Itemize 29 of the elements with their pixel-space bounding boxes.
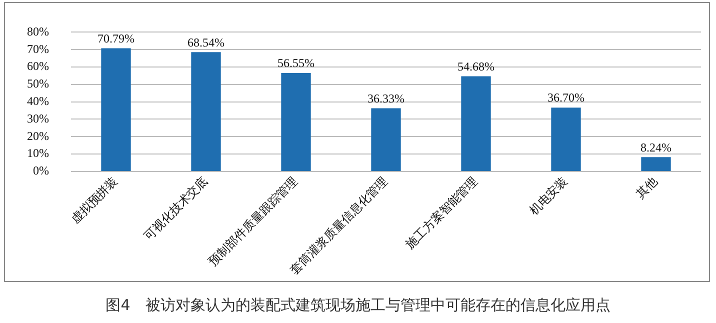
bar	[461, 76, 491, 171]
y-tick-label: 60%	[26, 59, 49, 74]
y-tick-label: 20%	[26, 128, 49, 143]
data-label: 36.70%	[548, 90, 584, 105]
y-tick-label: 40%	[26, 94, 49, 108]
x-tick-label: 可视化技术交底	[141, 174, 210, 244]
data-label: 70.79%	[97, 31, 134, 46]
y-tick-label: 10%	[26, 146, 49, 160]
x-tick-label: 机电安装	[526, 174, 570, 218]
data-label: 56.55%	[277, 56, 314, 70]
data-label: 68.54%	[187, 35, 224, 50]
bar	[551, 108, 581, 171]
bar	[641, 157, 671, 171]
bar	[101, 48, 131, 171]
data-label: 36.33%	[368, 91, 404, 106]
x-tick-label: 其他	[633, 174, 660, 201]
bar	[281, 73, 311, 171]
data-label: 8.24%	[640, 140, 672, 154]
y-tick-label: 30%	[26, 111, 49, 126]
y-tick-label: 70%	[26, 42, 49, 56]
x-tick-label: 虚拟预拼装	[68, 174, 120, 226]
text: 图4 被访对象认为的装配式建筑现场施工与管理中可能存在的信息化应用点	[104, 296, 612, 315]
y-tick-label: 50%	[26, 76, 49, 91]
data-label: 54.68%	[458, 59, 494, 74]
bar	[371, 108, 401, 171]
bar	[191, 52, 221, 171]
y-tick-label: 0%	[32, 164, 49, 178]
y-tick-label: 80%	[26, 24, 49, 38]
x-tick-label: 施工方案智能管理	[402, 174, 480, 252]
